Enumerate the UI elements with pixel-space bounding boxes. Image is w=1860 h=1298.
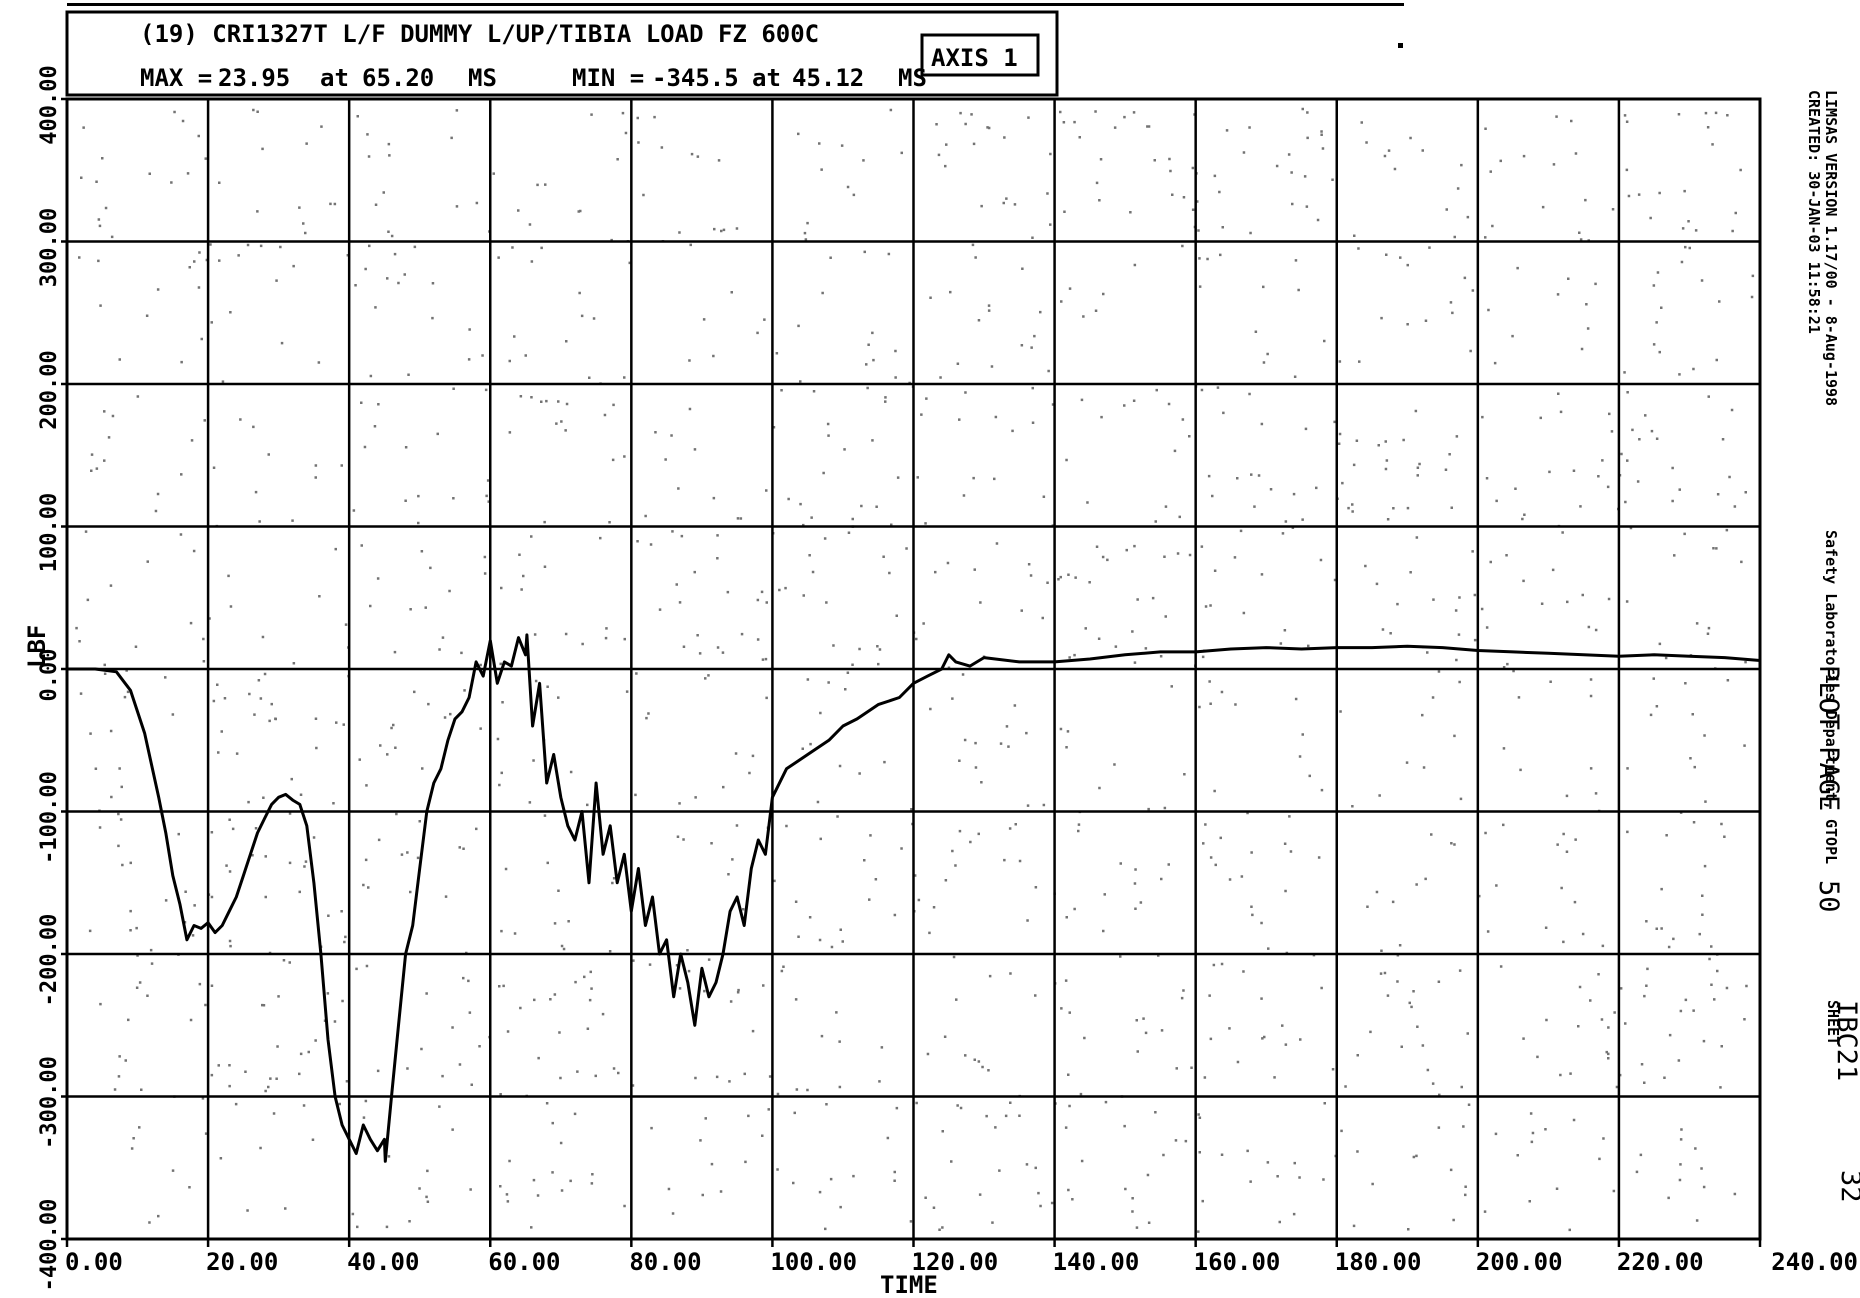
- y-tick-label: 200.00: [37, 350, 62, 429]
- y-axis-label: LBF: [23, 625, 51, 668]
- y-tick-label: 0.00: [37, 649, 62, 702]
- data-series-line: [67, 633, 1761, 1163]
- x-tick-labels: 0.00 20.00 40.00 60.00 80.00 100.00 120.00 140.…: [65, 1239, 1858, 1276]
- x-tick-label: 40.00: [347, 1248, 419, 1276]
- max-time: 65.20: [362, 64, 434, 92]
- x-tick-label: 160.00: [1194, 1248, 1281, 1276]
- x-tick-label: 60.00: [488, 1248, 560, 1276]
- x-tick-label: 140.00: [1053, 1248, 1140, 1276]
- x-tick-label: 80.00: [629, 1248, 701, 1276]
- y-tick-label: -300.00: [37, 1056, 62, 1149]
- y-tick-labels: 400.00 300.00 200.00 100.00 0.00 -100.00 -200.…: [37, 65, 67, 1291]
- min-label: MIN =: [572, 64, 644, 92]
- side-info: LIMSAS VERSION 1.17/00 - 8-Aug-1998 CREA…: [1805, 90, 1840, 864]
- x-axis-label: TIME: [880, 1271, 938, 1298]
- version-line: LIMSAS VERSION 1.17/00 - 8-Aug-1998: [1822, 90, 1840, 406]
- max-label: MAX =: [140, 64, 212, 92]
- x-tick-label: 200.00: [1476, 1248, 1563, 1276]
- stray-dot: [1398, 43, 1403, 48]
- max-at-label: at: [320, 64, 349, 92]
- axis-box: [920, 33, 1040, 77]
- max-unit: MS: [468, 64, 497, 92]
- x-tick-label: 240.00: [1771, 1248, 1858, 1276]
- sheet-info: IBC21 SHEET 32: [1824, 1000, 1860, 1203]
- axis-box-label: AXIS 1: [931, 44, 1018, 72]
- plot-page-label: PLOT PAGE: [1813, 665, 1844, 811]
- grid-lines: [67, 99, 1760, 1239]
- top-border-line: [67, 3, 1404, 6]
- max-value: 23.95: [218, 64, 290, 92]
- figure-id: IBC21: [1831, 1000, 1860, 1081]
- sheet-number: 32: [1835, 1170, 1860, 1203]
- plot-title: (19) CRI1327T L/F DUMMY L/UP/TIBIA LOAD …: [140, 20, 819, 48]
- lab-line: Safety Laboratories Department, GTOPL: [1822, 530, 1840, 864]
- plot-page-number: 50: [1813, 880, 1844, 913]
- x-tick-label: 180.00: [1335, 1248, 1422, 1276]
- y-tick-label: -400.00: [37, 1199, 62, 1292]
- min-at-label: at: [752, 64, 781, 92]
- min-time: 45.12: [792, 64, 864, 92]
- plot-page-info: PLOT PAGE 50: [1813, 665, 1844, 913]
- created-line: CREATED: 30-JAN-03 11:58:21: [1805, 90, 1823, 334]
- y-tick-label: 100.00: [37, 493, 62, 572]
- x-tick-label: 120.00: [912, 1248, 999, 1276]
- x-tick-label: 100.00: [770, 1248, 857, 1276]
- y-tick-label: -200.00: [37, 914, 62, 1007]
- x-tick-label: 0.00: [65, 1248, 123, 1276]
- y-tick-label: 300.00: [37, 208, 62, 287]
- sheet-label: SHEET: [1824, 1000, 1842, 1045]
- header-box: [65, 10, 1059, 97]
- x-tick-label: 20.00: [206, 1248, 278, 1276]
- min-value: -345.5: [652, 64, 739, 92]
- y-tick-label: 400.00: [37, 65, 62, 144]
- y-tick-label: -100.00: [37, 771, 62, 864]
- x-tick-label: 220.00: [1617, 1248, 1704, 1276]
